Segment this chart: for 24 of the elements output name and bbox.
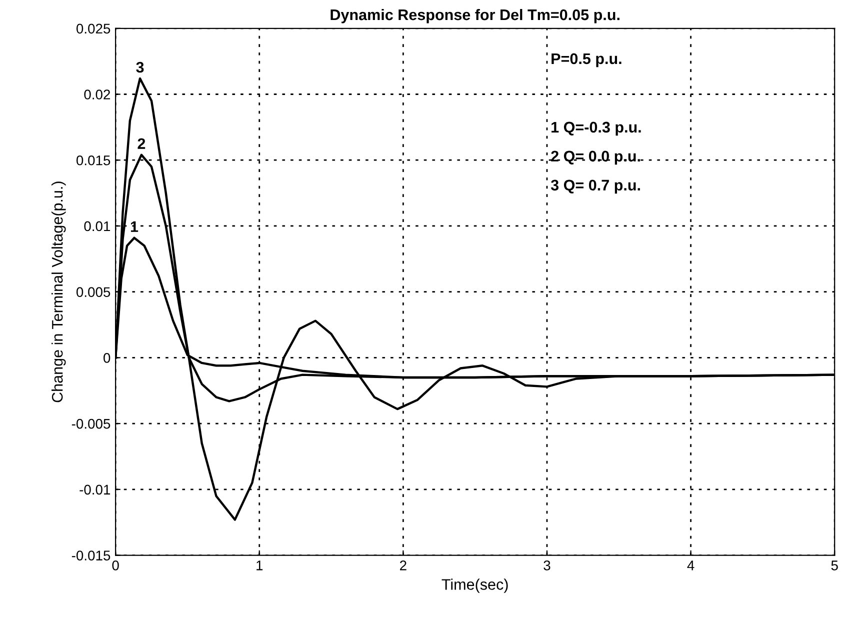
y-tick-label: 0 [104,353,110,363]
y-axis-title: Change in Terminal Voltage(p.u.) [52,182,66,402]
y-tick-label: -0.015 [72,550,110,560]
x-tick-label: 3 [544,560,550,570]
series-label: 2 [138,138,146,149]
chart-title: Dynamic Response for Del Tm=0.05 p.u. [330,8,620,24]
series-label: 3 [136,62,144,73]
x-tick-label: 0 [112,560,119,570]
annotation: 1 Q=-0.3 p.u. [552,122,641,136]
y-tick-label: 0.01 [84,221,110,232]
y-tick-label: -0.005 [72,418,110,429]
y-tick-label: 0.025 [76,24,110,34]
x-tick-label: 5 [831,560,838,570]
annotation: P=0.5 p.u. [552,53,622,68]
y-tick-label: -0.01 [80,484,110,495]
y-tick-label: 0.005 [76,287,110,298]
x-tick-label: 1 [256,560,263,570]
x-tick-label: 2 [400,560,406,570]
annotation: 3 Q= 0.7 p.u. [550,180,640,194]
x-axis-title: Time(sec) [442,578,508,593]
x-tick-label: 4 [687,560,694,570]
y-tick-label: 0.02 [84,90,110,100]
series-label: 1 [130,221,138,232]
y-tick-label: 0.015 [76,155,110,166]
